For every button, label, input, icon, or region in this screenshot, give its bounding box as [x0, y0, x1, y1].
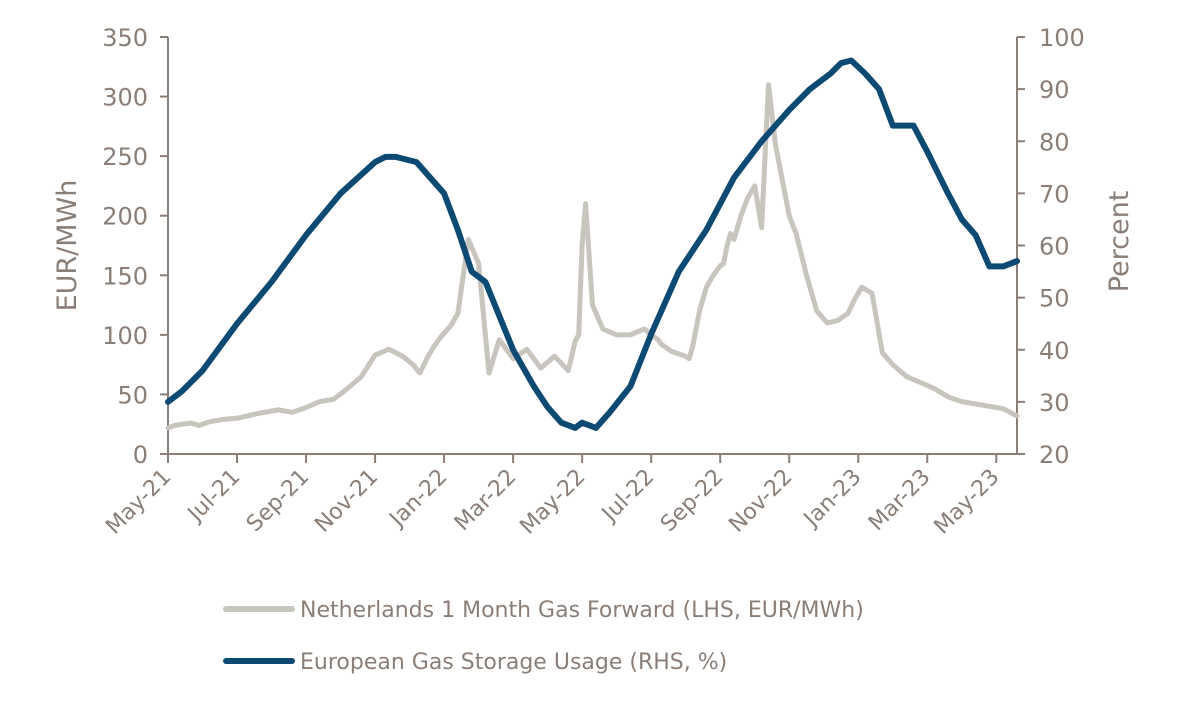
left-y-tick-label: 50 [117, 381, 148, 409]
series-line-gas-storage [165, 57, 1020, 431]
x-tick-label: Jul-21 [182, 465, 245, 528]
left-y-axis-title: EUR/MWh [52, 180, 83, 312]
x-tick-label: Mar-23 [864, 465, 935, 536]
x-tick-label: Nov-21 [310, 465, 383, 538]
right-y-tick-label: 40 [1039, 337, 1070, 365]
left-y-tick-label: 200 [102, 203, 148, 231]
left-y-tick-label: 100 [102, 322, 148, 350]
series-line-gas-forward [165, 82, 1020, 431]
right-y-tick-label: 30 [1039, 389, 1070, 417]
x-tick-label: Sep-22 [656, 465, 728, 537]
x-tick-label: May-21 [101, 465, 176, 540]
right-y-tick-label: 70 [1039, 180, 1070, 208]
right-y-tick-label: 60 [1039, 233, 1070, 261]
right-y-tick-label: 20 [1039, 441, 1070, 469]
x-tick-label: May-22 [515, 465, 590, 540]
left-y-tick-label: 250 [102, 143, 148, 171]
x-tick-label: Mar-22 [450, 465, 521, 536]
right-y-axis-title: Percent [1104, 191, 1135, 293]
left-y-tick-label: 350 [102, 24, 148, 52]
legend-label: European Gas Storage Usage (RHS, %) [300, 650, 727, 675]
right-y-tick-label: 100 [1039, 24, 1085, 52]
x-tick-label: May-23 [930, 465, 1005, 540]
x-tick-label: Nov-22 [724, 465, 797, 538]
left-y-tick-label: 150 [102, 262, 148, 290]
right-y-tick-label: 80 [1039, 128, 1070, 156]
x-tick-label: Jul-22 [596, 465, 659, 528]
right-y-tick-label: 90 [1039, 76, 1070, 104]
left-y-tick-label: 0 [133, 441, 148, 469]
right-y-tick-label: 50 [1039, 285, 1070, 313]
x-tick-label: Jan-23 [798, 465, 866, 533]
left-y-tick-label: 300 [102, 84, 148, 112]
x-tick-label: Jan-22 [384, 465, 452, 533]
x-tick-label: Sep-21 [242, 465, 314, 537]
legend-label: Netherlands 1 Month Gas Forward (LHS, EU… [300, 598, 864, 623]
